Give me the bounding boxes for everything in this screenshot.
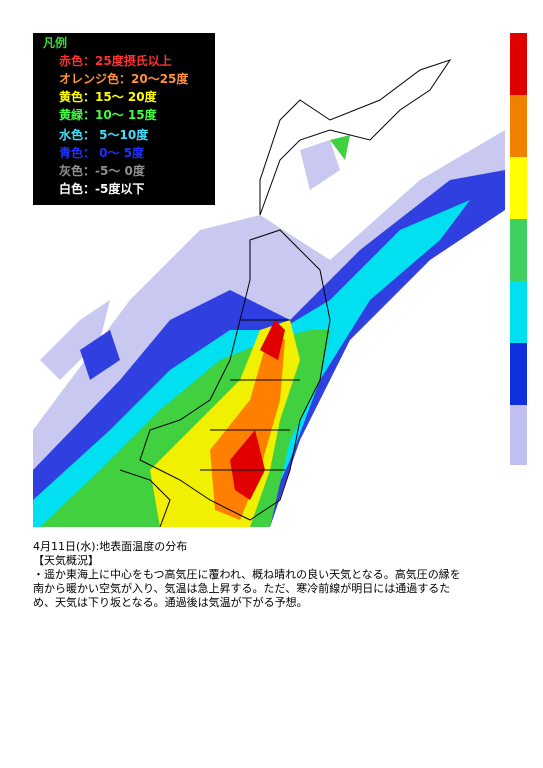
legend-item: 黄緑：10～ 15度 — [59, 108, 157, 122]
caption-title: 4月11日(水):地表面温度の分布 — [33, 540, 188, 553]
scale-green — [510, 219, 527, 281]
scale-yellow — [510, 157, 527, 219]
caption-heading: 【天気概況】 — [33, 554, 99, 567]
scale-blue — [510, 343, 527, 405]
legend: 凡例 赤色：25度摂氏以上 オレンジ色：20～25度 黄色：15～ 20度 黄緑… — [33, 33, 215, 205]
legend-item: 赤色：25度摂氏以上 — [59, 54, 172, 68]
scale-red — [510, 33, 527, 95]
coastline — [119, 59, 452, 528]
caption: 4月11日(水):地表面温度の分布 【天気概況】 ・遥か東海上に中心をもつ高気圧… — [33, 540, 503, 610]
legend-item: 青色： 0～ 5度 — [59, 146, 145, 160]
scale-orange — [510, 95, 527, 157]
caption-line: 南から暖かい空気が入り、気温は急上昇する。ただ、寒冷前線が明日には通過するた — [33, 582, 451, 595]
legend-title: 凡例 — [43, 36, 68, 50]
caption-line: め、天気は下り坂となる。通過後は気温が下がる予想。 — [33, 596, 308, 609]
caption-line: ・遥か東海上に中心をもつ高気圧に覆われ、概ね晴れの良い天気となる。高気圧の縁を — [33, 568, 461, 581]
temperature-field — [33, 130, 505, 527]
scale-lavender — [510, 405, 527, 465]
legend-item: 水色： 5～10度 — [59, 128, 149, 142]
color-scale — [510, 33, 527, 465]
legend-item: 黄色：15～ 20度 — [59, 90, 157, 104]
legend-item: 白色：-5度以下 — [59, 182, 145, 196]
legend-item: 灰色：-5～ 0度 — [59, 164, 145, 178]
legend-item: オレンジ色：20～25度 — [59, 72, 189, 86]
scale-cyan — [510, 281, 527, 343]
